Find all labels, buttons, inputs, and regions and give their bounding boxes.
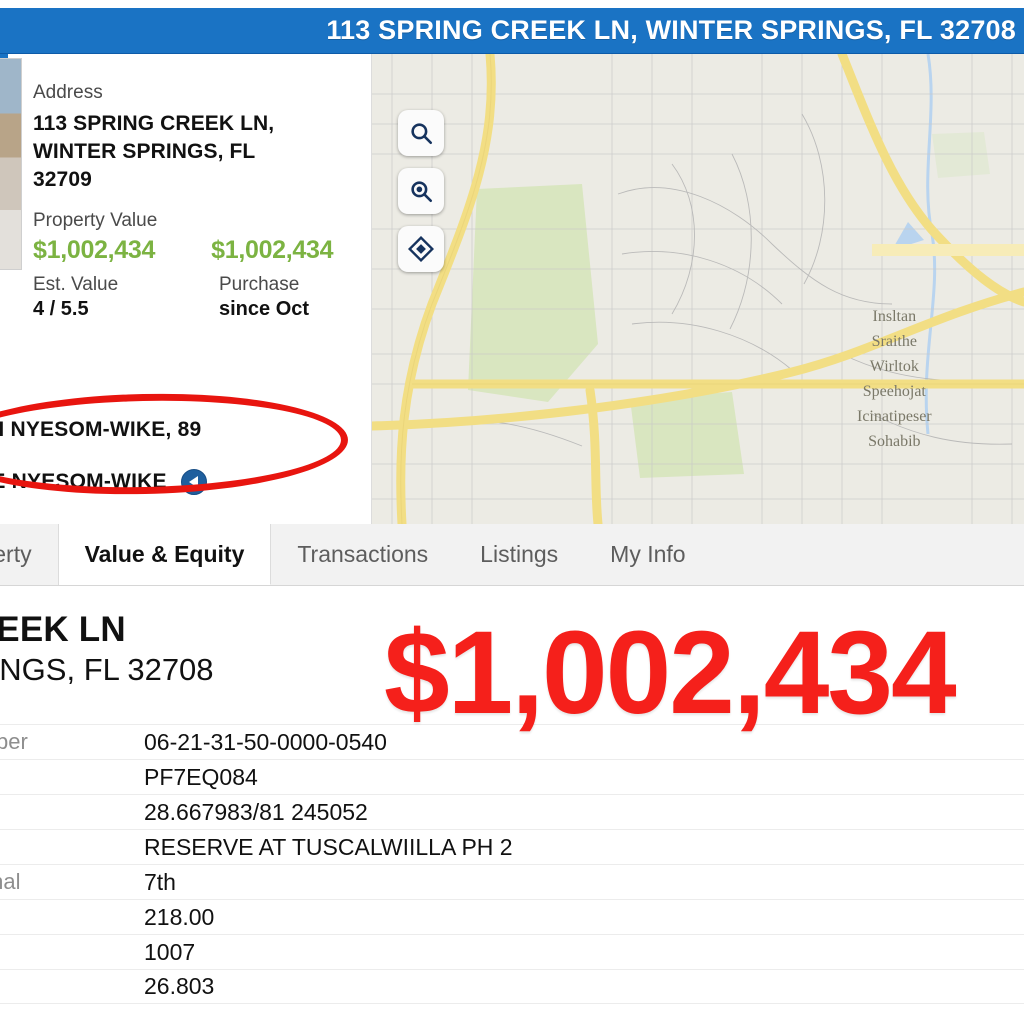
- locate-diamond-icon[interactable]: [398, 226, 444, 272]
- table-row: rode 26.803: [0, 969, 1024, 1004]
- search-icon[interactable]: [398, 110, 444, 156]
- detail-address-line-1: IGCREEK LN: [0, 610, 126, 649]
- map-label-1: Sraithe: [871, 333, 917, 350]
- row-label: rode: [0, 974, 144, 1000]
- estimated-value-amount: $1,002,434: [33, 236, 156, 264]
- tab-value-and-equity[interactable]: Value & Equity: [58, 524, 272, 585]
- tab-listings[interactable]: Listings: [480, 541, 559, 567]
- detail-address-line-2: TSPRINGS, FL 32708: [0, 652, 214, 687]
- tab-my-info[interactable]: My Info: [610, 541, 686, 567]
- zoom-to-point-icon[interactable]: [398, 168, 444, 214]
- map-tiles: [372, 54, 1024, 524]
- row-label: nd.n: [0, 799, 144, 825]
- est-value-label: Est. Value: [33, 274, 119, 295]
- property-info-card: Address 113 SPRING CREEK LN, WINTER SPRI…: [0, 54, 372, 524]
- detail-section: IGCREEK LN TSPRINGS, FL 32708 rcel Numbe…: [0, 586, 1024, 1024]
- row-label: in: [0, 834, 144, 860]
- row-value: 06-21-31-50-0000-0540: [144, 728, 387, 755]
- value-row: $1,002,434 $1,002,434: [33, 236, 357, 265]
- row-value: 1007: [144, 938, 196, 965]
- property-detail-table: rcel Number 06-21-31-50-0000-0540 PF7EQ0…: [0, 724, 1024, 1004]
- caret-left-icon[interactable]: [180, 469, 207, 495]
- row-value: 218.00: [144, 903, 215, 930]
- map-label-0: Insltan: [872, 308, 917, 325]
- row-value: 28.667983/81 245052: [144, 798, 368, 825]
- address-header-bar: 113 SPRING CREEK LN, WINTER SPRINGS, FL …: [0, 0, 1024, 54]
- row-label: rract: [0, 904, 144, 930]
- est-value-detail: 4 / 5.5: [33, 298, 89, 320]
- property-thumbnail: [0, 58, 22, 270]
- table-row: PF7EQ084: [0, 759, 1024, 794]
- table-row: agressional 7th: [0, 864, 1024, 899]
- map-label-5: Sohabib: [868, 433, 921, 450]
- purchase-col: Purchase since Oct: [219, 274, 357, 321]
- tab-bar: roperty Value & Equity Transactions List…: [0, 524, 1024, 586]
- owner-row-2: N E NYESOM-WIKE: [0, 456, 370, 508]
- table-row: rcel Number 06-21-31-50-0000-0540: [0, 724, 1024, 759]
- table-row: rract 218.00: [0, 899, 1024, 934]
- owner-list: FHI NYESOM-WIKE, 89 N E NYESOM-WIKE: [0, 404, 370, 508]
- purchase-value-amount: $1,002,434: [211, 236, 334, 264]
- property-value-label: Property Value: [33, 210, 158, 231]
- row-value: 26.803: [144, 973, 215, 999]
- est-value-col: Est. Value 4 / 5.5: [33, 274, 171, 321]
- table-row: in RESERVE AT TUSCALWIILLA PH 2: [0, 829, 1024, 864]
- map-controls: [398, 110, 444, 272]
- map-park-labels: Insltan Sraithe Wirltok Speehojat Icinat…: [857, 304, 932, 454]
- address-label: Address: [33, 82, 103, 103]
- address-line-3: 32709: [33, 168, 92, 191]
- row-value: RESERVE AT TUSCALWIILLA PH 2: [144, 833, 513, 860]
- row-label: Glock: [0, 939, 144, 965]
- table-row: Glock 1007: [0, 934, 1024, 969]
- page-title: 113 SPRING CREEK LN, WINTER SPRINGS, FL …: [326, 15, 1016, 45]
- map-label-2: Wirltok: [869, 358, 919, 375]
- row-value: 7th: [144, 868, 176, 895]
- map-label-3: Speehojat: [862, 383, 926, 400]
- detail-heading: IGCREEK LN TSPRINGS, FL 32708: [0, 610, 214, 688]
- address-block: 113 SPRING CREEK LN, WINTER SPRINGS, FL …: [33, 110, 357, 194]
- owner-name-2: N E NYESOM-WIKE: [0, 470, 167, 493]
- property-map[interactable]: Insltan Sraithe Wirltok Speehojat Icinat…: [372, 54, 1024, 524]
- purchase-detail: since Oct: [219, 298, 310, 320]
- row-label: rcel Number: [0, 729, 28, 754]
- table-row: nd.n 28.667983/81 245052: [0, 794, 1024, 829]
- value-sublabels-row: Est. Value 4 / 5.5 Purchase since Oct: [33, 274, 357, 321]
- address-line-2: WINTER SPRINGS, FL: [33, 140, 256, 163]
- address-line-1: 113 SPRING CREEK LN,: [33, 112, 275, 135]
- map-label-4: Icinatipeser: [857, 408, 932, 425]
- tab-transactions[interactable]: Transactions: [297, 541, 429, 567]
- row-value: PF7EQ084: [144, 763, 258, 790]
- tab-property[interactable]: roperty: [0, 524, 59, 585]
- purchase-label: Purchase: [219, 274, 300, 295]
- row-label: agressional: [0, 869, 21, 894]
- owner-name-1: FHI NYESOM-WIKE, 89: [0, 418, 202, 441]
- summary-section: Address 113 SPRING CREEK LN, WINTER SPRI…: [0, 54, 1024, 524]
